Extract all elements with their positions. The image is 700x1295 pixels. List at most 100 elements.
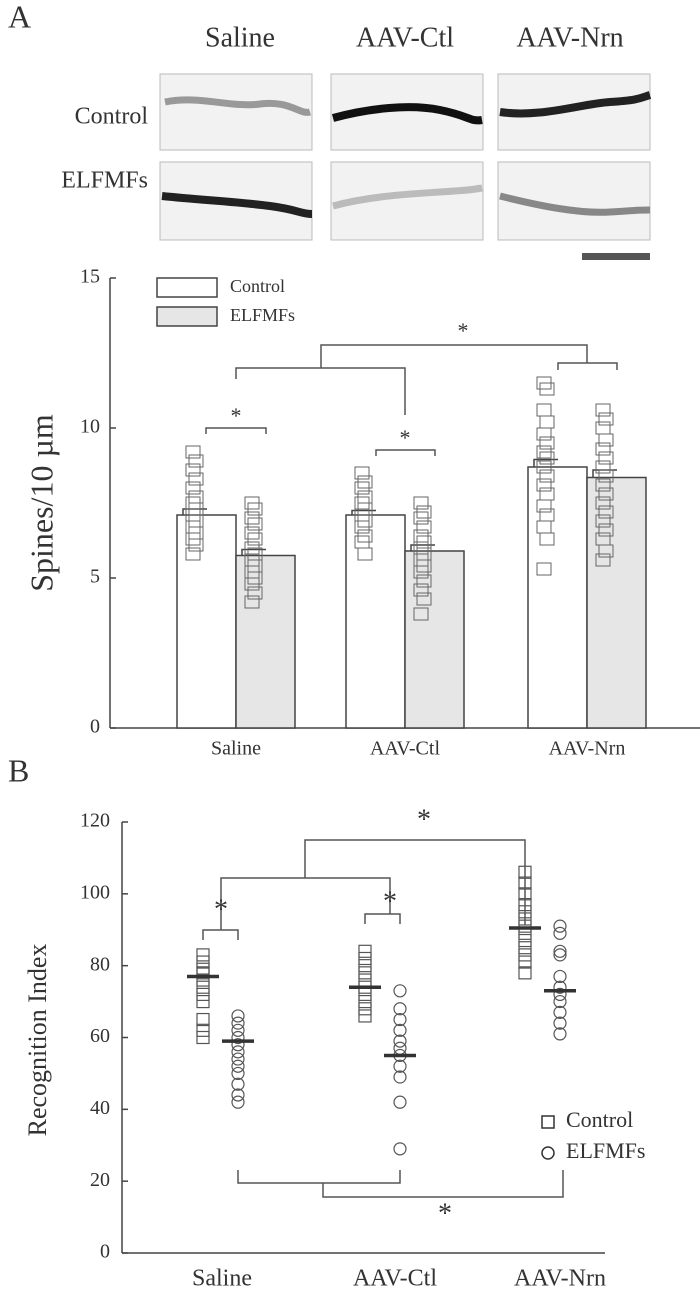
y-axis-label: Recognition Index [23, 944, 52, 1137]
data-point [553, 926, 567, 940]
data-point [553, 1027, 567, 1041]
data-point [196, 948, 210, 962]
data-point [393, 1023, 407, 1037]
data-point [595, 514, 611, 528]
data-point [553, 1016, 567, 1030]
bracket [322, 1170, 564, 1198]
panel-label: A [8, 0, 31, 34]
bar [345, 514, 406, 729]
data-point [595, 496, 611, 510]
micrographs [159, 73, 652, 260]
data-point [595, 478, 611, 492]
row-label: ELFMFs [61, 168, 148, 194]
data-point [553, 919, 567, 933]
scale-bar [582, 253, 650, 260]
data-point [518, 933, 532, 948]
data-point [231, 1038, 245, 1052]
data-point [598, 451, 614, 465]
data-point [231, 1045, 245, 1059]
data-point [598, 544, 614, 558]
data-point [231, 1030, 245, 1045]
column-label: AAV-Nrn [516, 22, 623, 53]
error-bar [241, 548, 266, 556]
data-point [539, 382, 555, 396]
annotation: * [438, 1198, 452, 1229]
x-tick-label: AAV-Ctl [370, 738, 440, 760]
data-point [393, 1142, 407, 1156]
bracket [235, 367, 406, 415]
error-bar [351, 509, 376, 515]
data-point [244, 577, 260, 591]
dendrite [331, 103, 483, 125]
x-tick-label: AAV-Nrn [549, 738, 626, 760]
data-point [247, 586, 263, 600]
data-point [188, 472, 204, 486]
x-tick-label: AAV-Nrn [514, 1266, 606, 1292]
data-point [539, 436, 555, 450]
data-point [539, 451, 555, 465]
data-point [393, 984, 407, 998]
data-point [196, 1030, 210, 1045]
legend-swatch [156, 277, 218, 298]
y-tick-label: 0 [100, 1241, 110, 1263]
data-point [536, 499, 552, 513]
data-point [358, 1002, 372, 1016]
data-point [231, 1095, 245, 1109]
data-point [536, 478, 552, 492]
data-point [357, 547, 373, 561]
data-point [196, 1012, 210, 1027]
data-point [595, 553, 611, 567]
data-point [598, 469, 614, 483]
data-point [416, 574, 432, 588]
y-tick-label: 10 [80, 416, 100, 438]
panel-label: B [8, 752, 29, 788]
data-point [598, 505, 614, 519]
data-point [393, 1070, 407, 1084]
data-point [196, 1023, 210, 1037]
dendrite [332, 184, 483, 210]
data-point [185, 481, 201, 495]
data-point [518, 948, 532, 962]
data-point [231, 1059, 245, 1073]
data-point [393, 1002, 407, 1016]
annotation: * [458, 318, 469, 343]
annotation: * [231, 403, 242, 428]
data-point [188, 454, 204, 468]
data-point [196, 955, 210, 969]
data-point [539, 532, 555, 546]
data-point [231, 1088, 245, 1102]
data-point [518, 955, 532, 969]
data-point [413, 607, 429, 621]
error-bar [410, 544, 435, 551]
data-point [393, 1012, 407, 1027]
dendrite [161, 192, 313, 218]
data-point [413, 565, 429, 579]
data-point [595, 403, 611, 417]
bar [527, 466, 588, 729]
data-point [231, 1052, 245, 1066]
data-point [358, 951, 372, 966]
data-point [413, 496, 429, 510]
data-point [358, 973, 372, 987]
data-point [413, 583, 429, 597]
x-tick-label: AAV-Ctl [353, 1266, 437, 1292]
data-point [595, 421, 611, 435]
data-point [598, 487, 614, 501]
data-point [539, 415, 555, 429]
data-point [244, 595, 260, 609]
annotation: * [383, 886, 397, 917]
data-point [553, 944, 567, 958]
data-point [196, 994, 210, 1009]
data-point [553, 969, 567, 984]
data-point [393, 1041, 407, 1055]
dendrite [164, 96, 312, 116]
micrograph [159, 73, 313, 151]
y-tick-label: 40 [90, 1097, 110, 1119]
y-tick-label: 100 [80, 881, 110, 903]
data-point [416, 592, 432, 606]
data-point [393, 1095, 407, 1109]
data-point [518, 941, 532, 955]
data-point [231, 1016, 245, 1030]
column-label: AAV-Ctl [356, 22, 454, 53]
data-point [354, 481, 370, 495]
